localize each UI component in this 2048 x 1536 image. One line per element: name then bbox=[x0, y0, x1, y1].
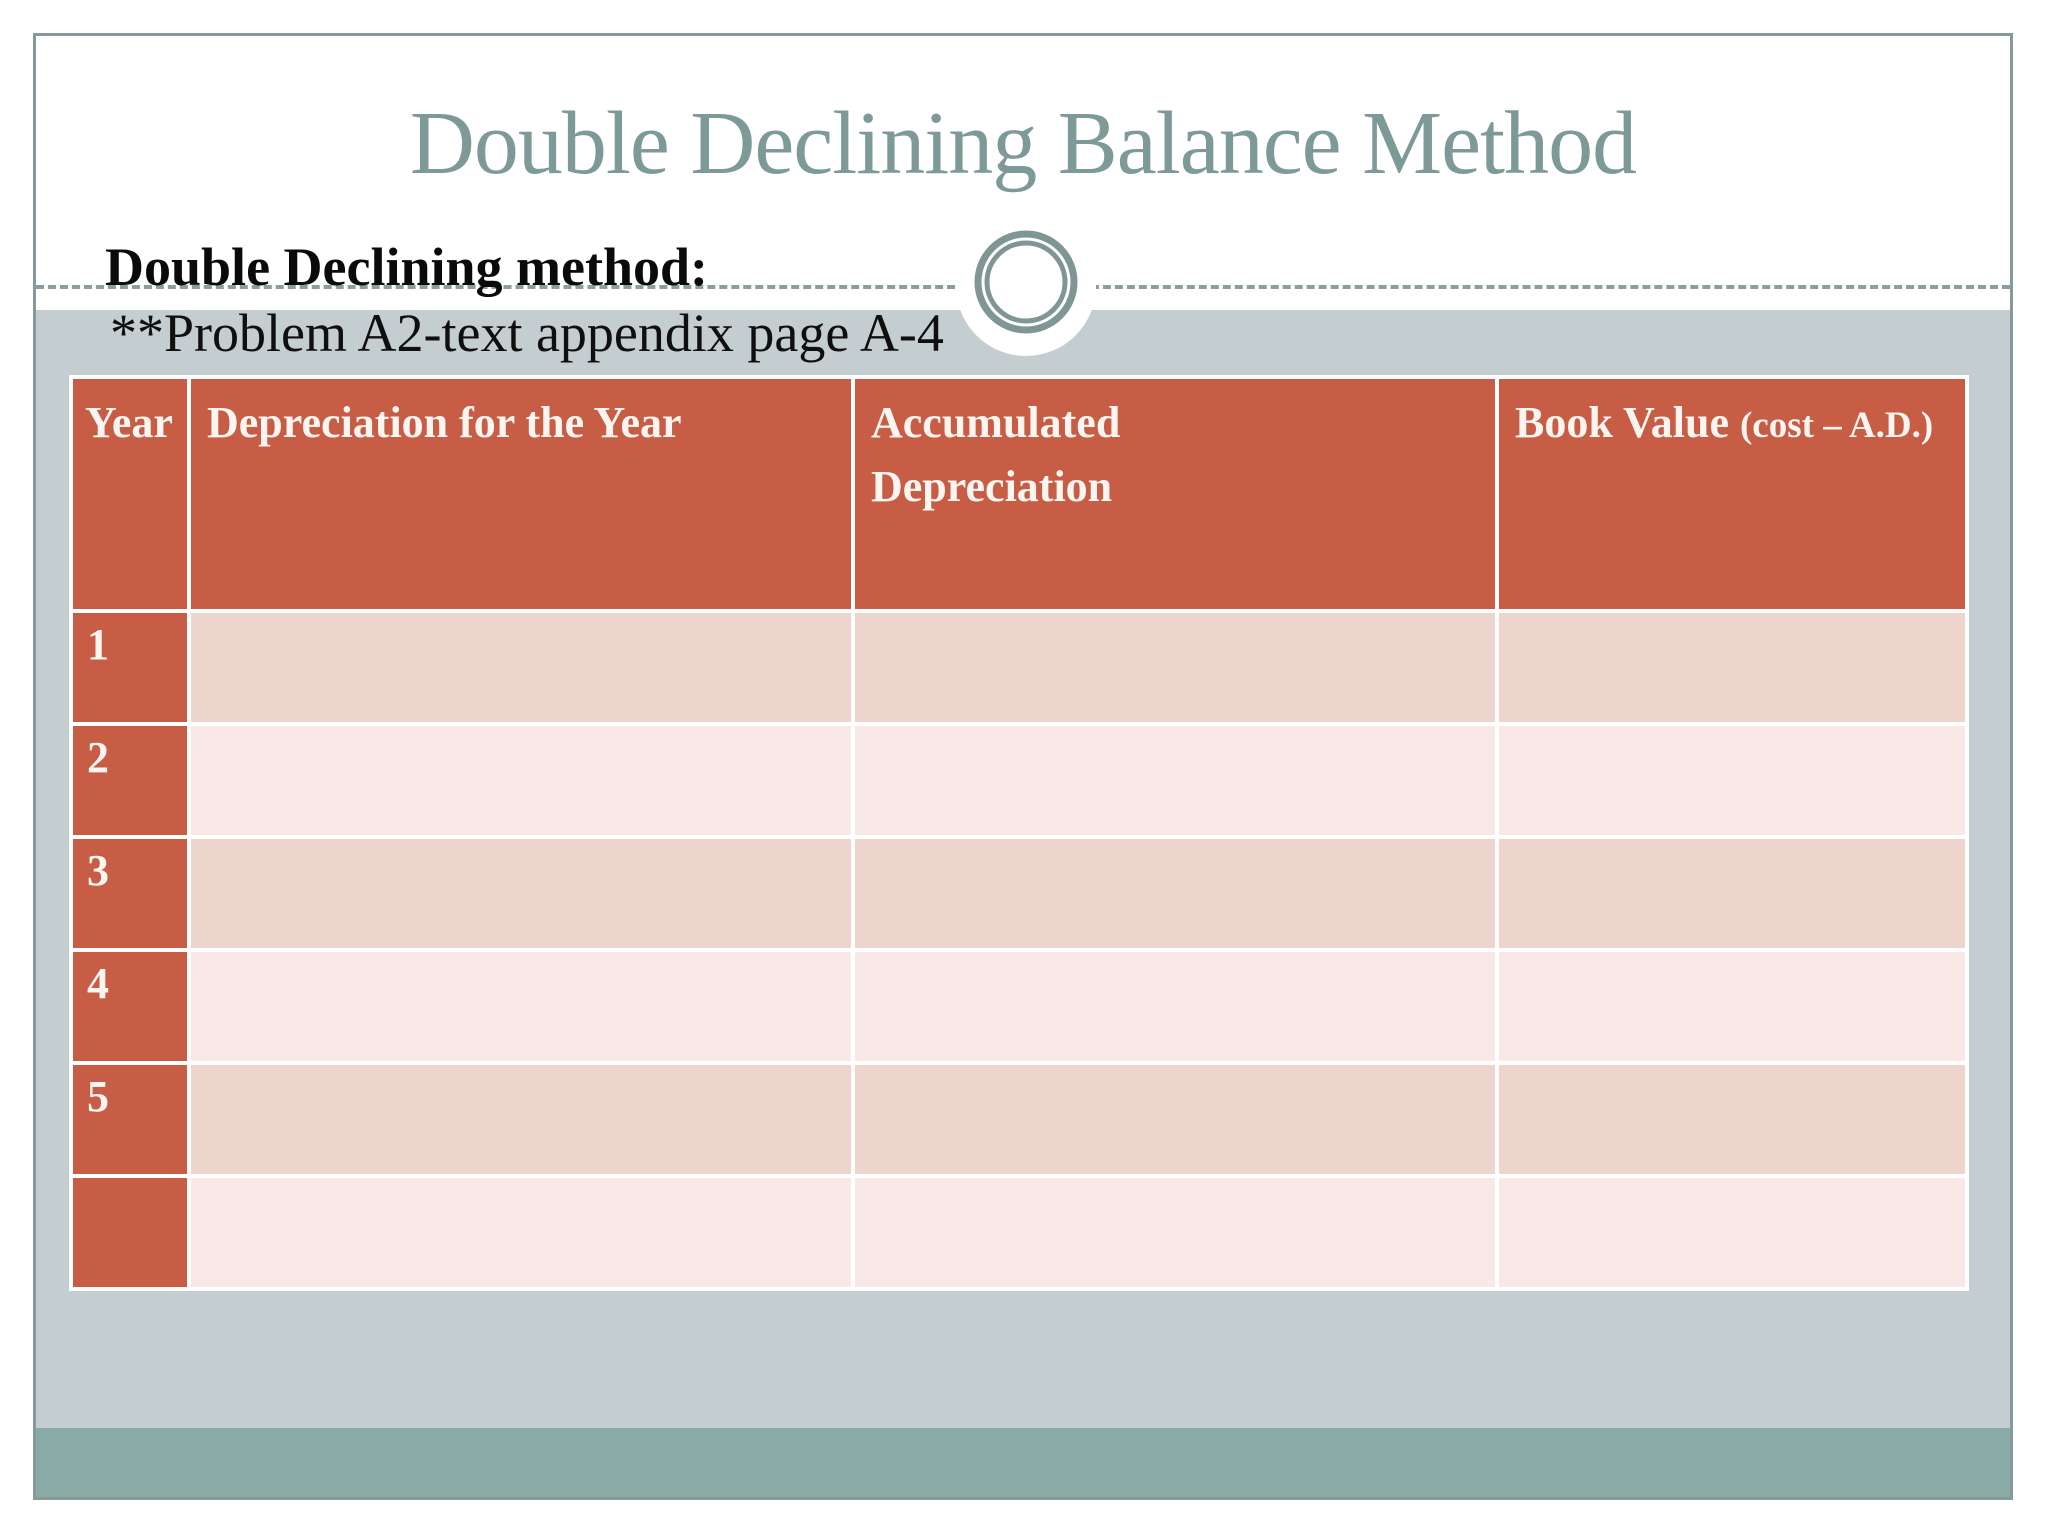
cell-accumulated-3 bbox=[855, 839, 1495, 948]
slide: Double Declining Balance Method Double D… bbox=[33, 33, 2013, 1500]
row-header-year-1: 1 bbox=[73, 613, 187, 722]
row-header-year-5: 5 bbox=[73, 1065, 187, 1174]
book-value-paren-label: (cost – A.D.) bbox=[1739, 405, 1934, 446]
row-header-year-6 bbox=[73, 1178, 187, 1287]
row-header-year-3: 3 bbox=[73, 839, 187, 948]
cell-depreciation-6 bbox=[191, 1178, 851, 1287]
cell-depreciation-4 bbox=[191, 952, 851, 1061]
cell-accumulated-6 bbox=[855, 1178, 1495, 1287]
row-header-year-4: 4 bbox=[73, 952, 187, 1061]
cell-accumulated-2 bbox=[855, 726, 1495, 835]
slide-note: **Problem A2-text appendix page A-4 bbox=[110, 303, 944, 363]
book-value-label: Book Value bbox=[1515, 398, 1740, 447]
footer-band bbox=[36, 1428, 2010, 1497]
column-header-year: Year bbox=[73, 379, 187, 609]
cell-accumulated-5 bbox=[855, 1065, 1495, 1174]
cell-depreciation-5 bbox=[191, 1065, 851, 1174]
slide-heading: Double Declining method: bbox=[105, 237, 709, 297]
cell-book-value-3 bbox=[1499, 839, 1965, 948]
column-header-book-value: Book Value (cost – A.D.) bbox=[1499, 379, 1965, 609]
cell-depreciation-3 bbox=[191, 839, 851, 948]
cell-book-value-2 bbox=[1499, 726, 1965, 835]
cell-depreciation-2 bbox=[191, 726, 851, 835]
column-header-accumulated: Accumulated Depreciation bbox=[855, 379, 1495, 609]
cell-book-value-5 bbox=[1499, 1065, 1965, 1174]
cell-accumulated-1 bbox=[855, 613, 1495, 722]
column-header-depreciation: Depreciation for the Year bbox=[191, 379, 851, 609]
cell-book-value-1 bbox=[1499, 613, 1965, 722]
cell-book-value-4 bbox=[1499, 952, 1965, 1061]
cell-depreciation-1 bbox=[191, 613, 851, 722]
depreciation-table: Year Depreciation for the Year Accumulat… bbox=[69, 375, 1969, 1291]
page-title: Double Declining Balance Method bbox=[409, 94, 1637, 193]
double-ring-circle-icon bbox=[956, 216, 1096, 356]
cell-accumulated-4 bbox=[855, 952, 1495, 1061]
cell-book-value-6 bbox=[1499, 1178, 1965, 1287]
row-header-year-2: 2 bbox=[73, 726, 187, 835]
